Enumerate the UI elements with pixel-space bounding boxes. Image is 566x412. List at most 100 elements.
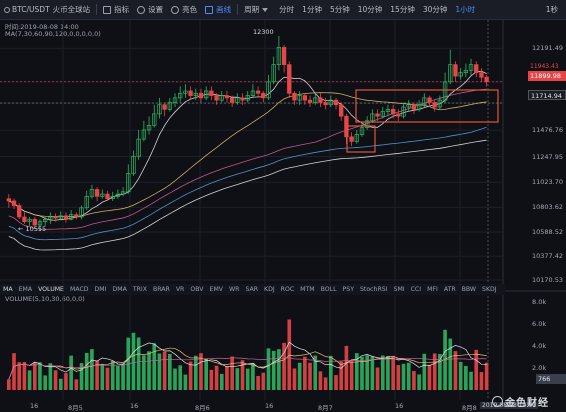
volume-bar [152, 343, 157, 390]
last-price-label: 11943.43 [530, 63, 559, 70]
volume-bar [193, 355, 198, 390]
indicator-tab-boll[interactable]: BOLL [320, 286, 337, 293]
candle-body [396, 113, 401, 117]
high-annotation: 12300 [253, 28, 274, 36]
divider [96, 4, 98, 15]
volume-bar [318, 371, 323, 390]
volume-bar [354, 353, 359, 390]
light-theme-button[interactable]: 亮色 [167, 0, 201, 19]
draw-line-icon [205, 5, 214, 14]
volume-bar [329, 355, 333, 390]
indicator-tab-dmi[interactable]: DMI [94, 286, 107, 293]
period-tab-1m[interactable]: 1分钟 [298, 0, 326, 19]
volume-params: VOLUME(5,10,30,60,0,0) [5, 295, 85, 303]
volume-bar [375, 367, 380, 390]
indicator-tab-ma[interactable]: MA [3, 286, 13, 293]
period-tab-timeline[interactable]: 分时 [275, 0, 298, 19]
period-tab-1h[interactable]: 1小时 [451, 0, 479, 19]
refresh-interval[interactable]: 1秒 [542, 0, 566, 19]
volume-bar [12, 353, 16, 390]
period-tab-30m[interactable]: 30分钟 [419, 0, 452, 19]
indicator-tab-bbw[interactable]: BBW [461, 286, 477, 293]
indicator-tab-trix[interactable]: TRIX [132, 286, 147, 293]
candle-body [188, 90, 193, 96]
volume-bar [230, 356, 234, 390]
draw-line-button[interactable]: 画线 [201, 0, 235, 19]
volume-bar [214, 365, 219, 390]
candle-body [250, 90, 256, 96]
period-tab-5m[interactable]: 5分钟 [326, 0, 354, 19]
candle-body [287, 64, 292, 94]
settings-button[interactable]: 设置 [133, 0, 167, 19]
indicator-tab-emv[interactable]: EMV [209, 286, 224, 293]
volume-bar [116, 365, 120, 390]
candle-body [427, 97, 432, 103]
x-axis-label: 16 [265, 402, 274, 410]
volume-bar [380, 355, 385, 390]
indicator-tab-kdj[interactable]: KDJ [264, 286, 275, 293]
indicator-tab-obv[interactable]: OBV [190, 286, 204, 293]
indicator-tab-wr[interactable]: WR [229, 286, 240, 293]
volume-bar [287, 319, 292, 390]
volume-bar [464, 365, 468, 390]
indicator-tab-dma[interactable]: DMA [112, 286, 127, 293]
candle-body [370, 113, 375, 122]
gear-icon [137, 5, 146, 14]
volume-bar [173, 368, 177, 390]
candle-body [359, 127, 365, 135]
indicator-tab-macd[interactable]: MACD [69, 286, 89, 293]
volume-bar [178, 365, 183, 390]
candle-body [411, 104, 417, 110]
price-axis-label: 11247.95 [532, 152, 564, 161]
candle-body [484, 76, 489, 83]
candle-body [11, 200, 17, 206]
volume-bar [183, 374, 188, 390]
period-tab-15m[interactable]: 15分钟 [386, 0, 419, 19]
period-tab-10m[interactable]: 10分钟 [354, 0, 387, 19]
pair-label: BTC/USDT [12, 5, 50, 14]
candle-body [390, 108, 396, 115]
indicator-tab-sar[interactable]: SAR [245, 286, 259, 293]
indicator-button[interactable]: 指标 [99, 0, 133, 19]
indicator-tab-brar[interactable]: BRAR [152, 286, 170, 293]
indicator-label: 指标 [114, 5, 130, 14]
volume-bar [422, 353, 427, 390]
volume-bar [58, 378, 63, 390]
indicator-tab-mtm[interactable]: MTM [300, 286, 315, 293]
pair-selector[interactable]: BTC/USDT 火币全球站 [0, 0, 94, 19]
indicator-tab-cci[interactable]: CCI [410, 286, 422, 293]
candle-body [89, 189, 95, 197]
candle-body [193, 92, 198, 96]
indicator-tab-stochrsi[interactable]: StochRSI [360, 286, 388, 293]
volume-bar [199, 353, 203, 390]
volume-bar [64, 373, 68, 390]
indicator-tab-mfi[interactable]: MFI [427, 286, 438, 293]
candle-body [365, 120, 370, 128]
indicator-tab-smi[interactable]: SMI [393, 286, 405, 293]
period-tab-label: 1小时 [455, 5, 476, 14]
annotation-box-dip [346, 125, 376, 153]
volume-bar [38, 362, 42, 390]
indicator-tab-vr[interactable]: VR [175, 286, 185, 293]
candle-body [229, 97, 235, 103]
candle-time: 时间:2019-08-08 14:00 [5, 23, 79, 31]
volume-bar [292, 368, 297, 390]
candle-body [375, 113, 380, 117]
volume-bar [27, 370, 32, 390]
period-dropdown[interactable]: 周期 [240, 0, 275, 19]
indicator-tab-ema[interactable]: EMA [18, 286, 33, 293]
candle-body [141, 129, 147, 140]
period-tab-label: 15分钟 [390, 5, 415, 14]
volume-bar [251, 363, 255, 390]
candle-body [37, 221, 43, 226]
candle-body [198, 92, 204, 99]
indicator-tab-psy[interactable]: PSY [342, 286, 354, 293]
indicator-tab-atr[interactable]: ATR [443, 286, 456, 293]
x-axis-label: 16 [130, 402, 139, 410]
candle-body [442, 81, 448, 101]
indicator-tab-skdj[interactable]: SKDJ [482, 286, 497, 293]
indicator-tab-volume[interactable]: VOLUME [38, 286, 64, 293]
indicator-tab-roc[interactable]: ROC [280, 286, 295, 293]
volume-bar [271, 350, 276, 390]
